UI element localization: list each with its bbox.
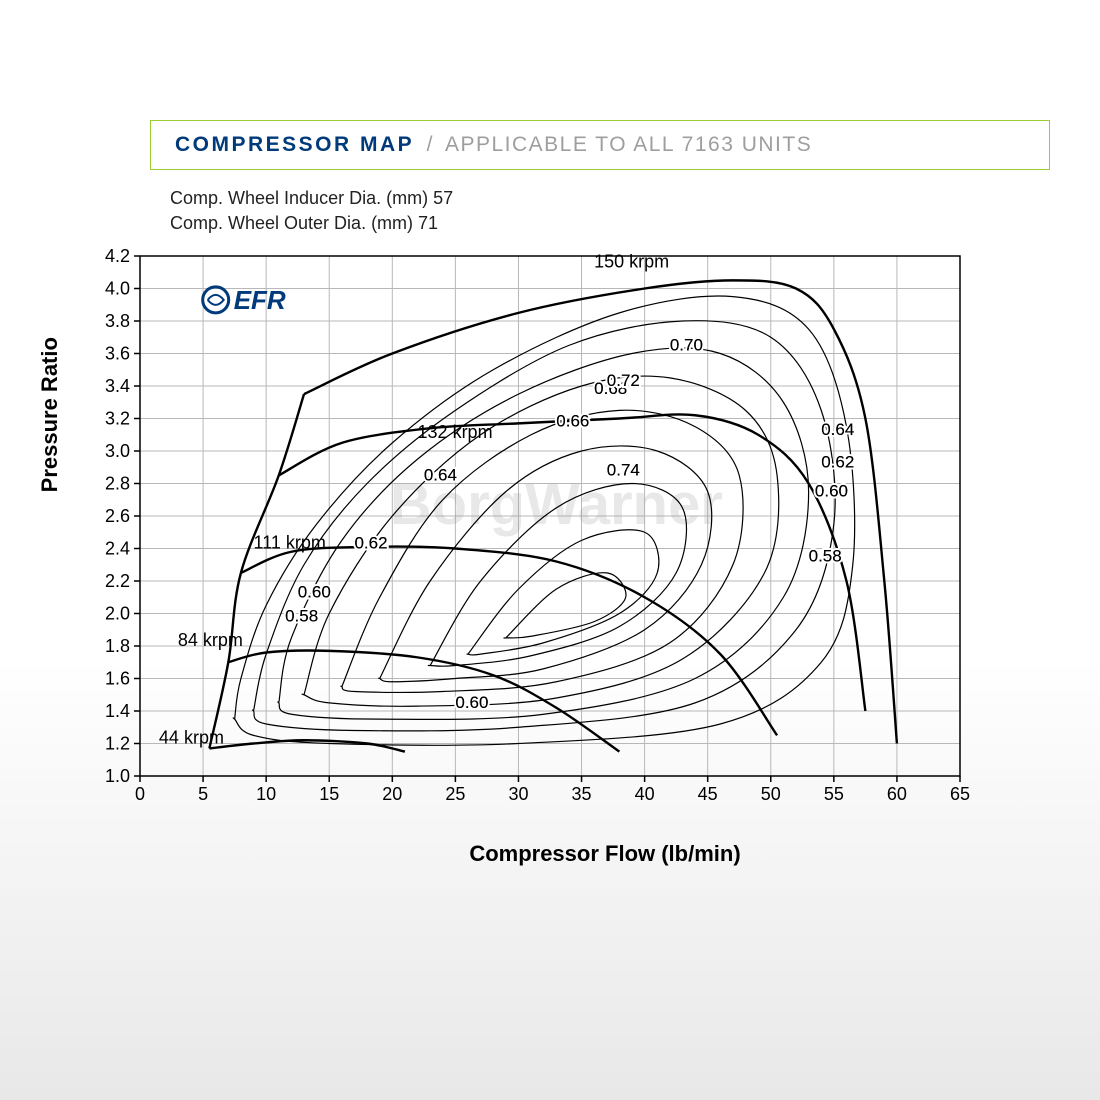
svg-text:132 krpm: 132 krpm <box>418 422 493 442</box>
svg-text:150 krpm: 150 krpm <box>594 252 669 272</box>
svg-text:0.58: 0.58 <box>285 607 318 626</box>
svg-text:0: 0 <box>135 784 145 804</box>
svg-text:0.70: 0.70 <box>670 336 703 355</box>
svg-text:45: 45 <box>698 784 718 804</box>
svg-text:1.8: 1.8 <box>105 636 130 656</box>
svg-text:35: 35 <box>572 784 592 804</box>
title-main: COMPRESSOR MAP <box>175 133 414 156</box>
spec-outer: Comp. Wheel Outer Dia. (mm) 71 <box>170 211 1050 236</box>
svg-text:111 krpm: 111 krpm <box>254 533 326 553</box>
svg-text:EFR: EFR <box>234 285 286 315</box>
svg-text:2.0: 2.0 <box>105 604 130 624</box>
svg-text:50: 50 <box>761 784 781 804</box>
title-separator: / <box>427 133 433 156</box>
svg-text:1.0: 1.0 <box>105 766 130 786</box>
spec-inducer: Comp. Wheel Inducer Dia. (mm) 57 <box>170 186 1050 211</box>
svg-text:40: 40 <box>635 784 655 804</box>
svg-text:84 krpm: 84 krpm <box>178 630 243 650</box>
svg-text:0.66: 0.66 <box>556 412 589 431</box>
title-banner: COMPRESSOR MAP / APPLICABLE TO ALL 7163 … <box>150 120 1050 170</box>
svg-text:3.0: 3.0 <box>105 441 130 461</box>
svg-text:4.2: 4.2 <box>105 246 130 266</box>
y-axis-label: Pressure Ratio <box>37 337 63 492</box>
svg-text:0.60: 0.60 <box>815 482 848 501</box>
svg-text:0.72: 0.72 <box>607 371 640 390</box>
chart-area: Pressure Ratio BorgWarner051015202530354… <box>60 246 1070 867</box>
svg-text:65: 65 <box>950 784 970 804</box>
svg-text:30: 30 <box>508 784 528 804</box>
spec-block: Comp. Wheel Inducer Dia. (mm) 57 Comp. W… <box>170 186 1050 236</box>
svg-text:25: 25 <box>445 784 465 804</box>
svg-text:3.4: 3.4 <box>105 376 130 396</box>
svg-text:0.62: 0.62 <box>821 453 854 472</box>
svg-text:4.0: 4.0 <box>105 279 130 299</box>
svg-text:2.8: 2.8 <box>105 474 130 494</box>
svg-text:5: 5 <box>198 784 208 804</box>
svg-text:0.62: 0.62 <box>354 534 387 553</box>
efr-logo: EFR <box>203 285 286 315</box>
svg-text:2.6: 2.6 <box>105 506 130 526</box>
x-axis-label: Compressor Flow (lb/min) <box>140 841 1070 867</box>
svg-text:0.60: 0.60 <box>455 693 488 712</box>
svg-text:3.6: 3.6 <box>105 344 130 364</box>
compressor-map-svg: BorgWarner051015202530354045505560651.01… <box>60 246 980 806</box>
svg-text:2.2: 2.2 <box>105 571 130 591</box>
svg-text:0.64: 0.64 <box>821 420 854 439</box>
svg-text:1.4: 1.4 <box>105 701 130 721</box>
svg-text:55: 55 <box>824 784 844 804</box>
svg-text:3.8: 3.8 <box>105 311 130 331</box>
svg-text:10: 10 <box>256 784 276 804</box>
svg-text:60: 60 <box>887 784 907 804</box>
svg-text:0.64: 0.64 <box>424 466 457 485</box>
svg-text:44 krpm: 44 krpm <box>159 728 224 748</box>
svg-text:20: 20 <box>382 784 402 804</box>
svg-text:1.6: 1.6 <box>105 669 130 689</box>
svg-text:1.2: 1.2 <box>105 734 130 754</box>
title-subtitle: APPLICABLE TO ALL 7163 UNITS <box>445 133 812 156</box>
svg-text:15: 15 <box>319 784 339 804</box>
svg-text:3.2: 3.2 <box>105 409 130 429</box>
svg-text:0.60: 0.60 <box>298 583 331 602</box>
svg-text:0.74: 0.74 <box>607 461 640 480</box>
svg-text:0.58: 0.58 <box>809 547 842 566</box>
svg-text:2.4: 2.4 <box>105 539 130 559</box>
